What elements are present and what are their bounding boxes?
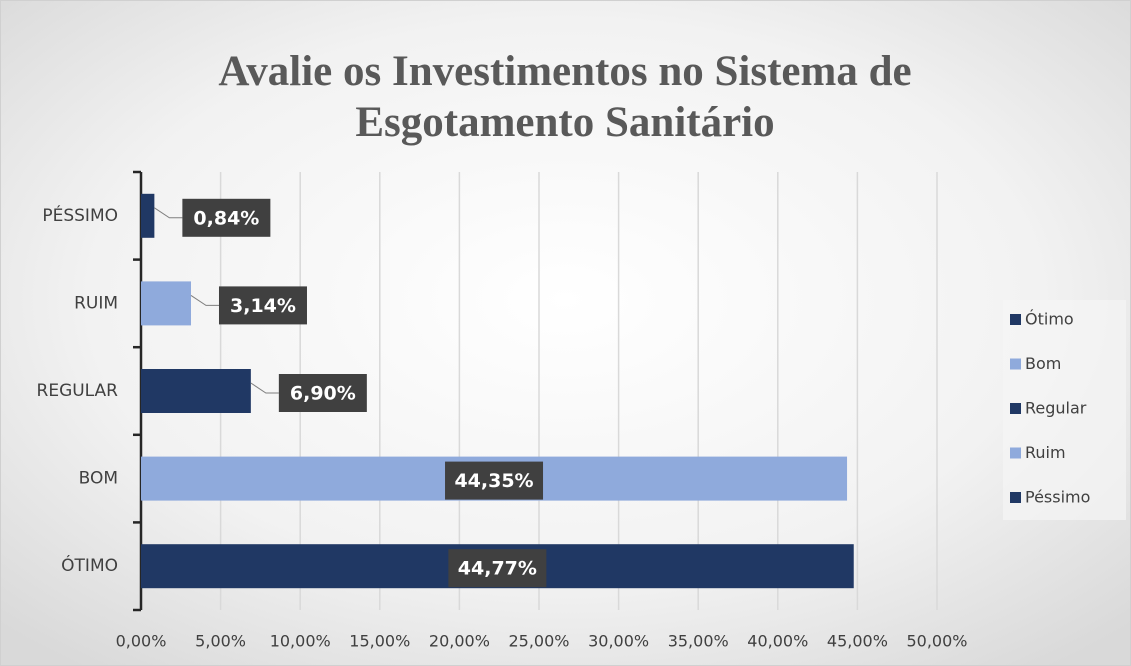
legend-label: Péssimo [1025, 488, 1090, 507]
data-label-box [278, 374, 367, 412]
y-tick-label: RUIM [74, 293, 118, 313]
leader-line [154, 207, 183, 219]
legend-swatch [1010, 403, 1021, 414]
legend-label: Ruim [1025, 443, 1066, 462]
leader-line [250, 382, 279, 394]
x-tick-label: 10,00% [270, 632, 331, 651]
y-tick-label: ÓTIMO [61, 554, 118, 576]
legend-swatch [1010, 314, 1021, 325]
data-label-box [445, 461, 544, 500]
x-tick-label: 5,00% [195, 632, 246, 651]
x-tick-label: 45,00% [827, 632, 888, 651]
legend-swatch [1010, 492, 1021, 503]
x-tick-label: 0,00% [116, 632, 167, 651]
x-tick-label: 20,00% [429, 632, 490, 651]
x-tick-label: 15,00% [349, 632, 410, 651]
bar [141, 193, 155, 238]
chart-title: Esgotamento Sanitário [355, 99, 774, 146]
legend-swatch [1010, 447, 1021, 459]
y-tick-label: REGULAR [37, 381, 119, 401]
legend-box [1003, 300, 1126, 520]
legend-swatch [1010, 358, 1021, 370]
data-label: 44,77% [458, 558, 537, 580]
legend-label: Bom [1025, 354, 1061, 373]
x-tick-label: 40,00% [747, 632, 808, 651]
data-label: 3,14% [230, 295, 296, 317]
bar [141, 281, 191, 326]
bar [141, 369, 251, 413]
x-tick-label: 30,00% [588, 632, 649, 651]
x-tick-label: 25,00% [508, 632, 569, 651]
data-label-box [182, 198, 271, 237]
chart-title: Avalie os Investimentos no Sistema de [218, 48, 911, 95]
leader-line [190, 294, 219, 306]
legend-label: Regular [1025, 399, 1087, 418]
data-label: 44,35% [454, 470, 533, 492]
x-tick-label: 35,00% [668, 632, 729, 651]
y-tick-label: BOM [79, 469, 118, 489]
data-label: 0,84% [193, 207, 259, 229]
data-label-box [218, 286, 307, 325]
legend-label: Ótimo [1025, 310, 1074, 329]
x-tick-label: 50,00% [906, 632, 967, 651]
data-label-box [448, 549, 547, 588]
data-label: 6,90% [290, 383, 356, 405]
y-tick-label: PÉSSIMO [42, 204, 118, 226]
